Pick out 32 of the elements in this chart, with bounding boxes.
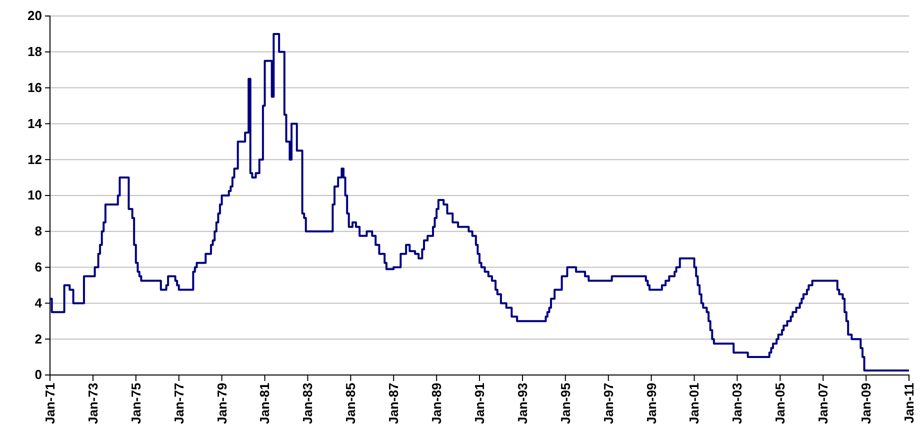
x-tick-label: Jan-05: [772, 382, 788, 424]
x-tick-label: Jan-79: [214, 382, 230, 424]
y-tick-label: 16: [28, 80, 42, 95]
x-tick-label: Jan-89: [429, 382, 444, 424]
x-tick-label: Jan-73: [85, 382, 100, 424]
x-tick-label: Jan-87: [386, 382, 402, 424]
y-tick-label: 12: [28, 152, 42, 167]
y-tick-label: 6: [34, 259, 42, 274]
x-tick-label: Jan-07: [816, 382, 831, 424]
x-tick-label: Jan-95: [558, 382, 573, 424]
y-tick-label: 4: [34, 295, 43, 310]
x-tick-label: Jan-85: [343, 382, 358, 424]
x-tick-label: Jan-91: [472, 382, 487, 424]
x-tick-label: Jan-03: [730, 382, 745, 424]
y-tick-label: 8: [34, 224, 42, 239]
y-tick-label: 20: [28, 8, 42, 24]
x-tick-label: Jan-11: [901, 382, 916, 424]
x-tick-label: Jan-75: [128, 382, 144, 424]
x-tick-label: Jan-99: [644, 382, 659, 424]
x-tick-label: Jan-83: [300, 382, 316, 424]
x-tick-label: Jan-77: [171, 382, 186, 424]
y-tick-label: 10: [28, 188, 42, 203]
y-tick-label: 14: [28, 116, 43, 131]
x-tick-label: Jan-09: [858, 382, 874, 424]
x-tick-label: Jan-01: [686, 382, 702, 424]
x-tick-label: Jan-93: [514, 382, 530, 424]
y-tick-label: 0: [34, 367, 42, 382]
y-tick-label: 18: [28, 44, 42, 60]
x-tick-label: Jan-97: [600, 382, 616, 424]
y-tick-label: 2: [34, 331, 42, 346]
x-tick-label: Jan-81: [257, 382, 272, 424]
x-tick-label: Jan-71: [42, 382, 58, 424]
